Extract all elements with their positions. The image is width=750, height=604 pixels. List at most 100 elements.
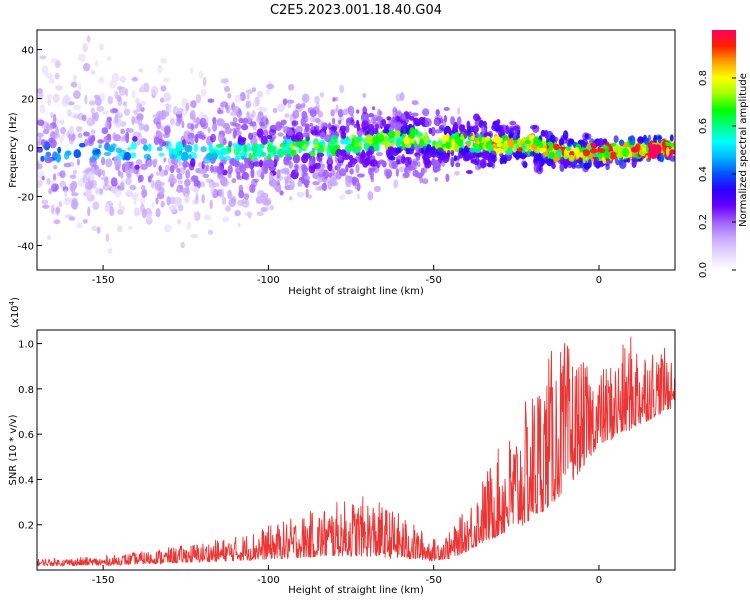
spectrogram-cell <box>221 196 227 206</box>
spectrogram-cell <box>292 109 300 119</box>
spectrogram-cell <box>68 138 74 145</box>
spectrogram-cell <box>368 112 375 118</box>
spectrogram-cell <box>125 190 133 198</box>
spectrogram-cell <box>410 128 419 135</box>
spectrogram-cell <box>583 162 591 170</box>
spectrogram-cell <box>320 132 326 138</box>
spectrogram-cell <box>83 62 91 72</box>
spectrogram-cell <box>207 98 215 103</box>
spectrogram-cell <box>535 153 542 160</box>
spectrogram-cell <box>208 143 213 153</box>
spectrogram-cell <box>155 197 159 205</box>
spectrogram-cell <box>442 121 447 129</box>
spectrogram-cell <box>175 121 181 127</box>
spectrogram-cell <box>508 131 513 139</box>
spectrogram-cell <box>88 100 96 106</box>
spectrogram-cell <box>55 85 64 91</box>
spectrogram-cell <box>447 150 451 156</box>
spectrogram-cell <box>83 131 90 137</box>
spectrogram-cell <box>169 177 178 185</box>
snr-y-tick-label: 0.4 <box>18 475 34 486</box>
spectrogram-cell <box>41 65 49 75</box>
spectrogram-cell <box>190 67 194 74</box>
spectrogram-cell <box>170 117 175 126</box>
spectrogram-cell <box>109 80 117 89</box>
spectrogram-cell <box>87 206 91 217</box>
spectrogram-cell <box>168 148 176 155</box>
spectrogram-cell <box>377 134 385 143</box>
spectrogram-cell <box>248 160 255 170</box>
spectrogram-y-label: Frequency (Hz) <box>8 112 19 188</box>
spectrogram-cell <box>222 216 230 223</box>
spectrogram-cell <box>266 83 275 90</box>
spectrogram-cell <box>251 143 259 153</box>
spectrogram-cell <box>302 132 310 138</box>
spectrogram-cell <box>260 207 268 212</box>
spectrogram-cell <box>356 193 361 200</box>
spectrogram-cell <box>563 160 569 169</box>
spectrogram-cell <box>568 154 575 161</box>
spectrogram-cell <box>415 155 421 161</box>
spectrogram-cell <box>62 94 71 104</box>
spectrogram-cell <box>288 129 294 137</box>
spectrogram-cell <box>85 189 93 199</box>
spectrogram-cell <box>220 78 229 84</box>
spectrogram-cell <box>163 92 171 103</box>
spectrogram-cell <box>377 108 382 119</box>
spectrogram-cell <box>77 132 83 139</box>
spectrogram-cell <box>330 126 338 132</box>
spectrogram-cell <box>207 126 211 133</box>
spectrogram-cell <box>538 166 542 172</box>
spectrogram-cell <box>277 148 285 158</box>
spectrogram-cell <box>606 153 611 158</box>
spectrogram-cell <box>158 187 165 194</box>
spectrogram-cell <box>466 142 470 148</box>
spectrogram-cell <box>276 169 281 179</box>
spectrogram-cell <box>200 181 205 188</box>
spectrogram-cell <box>590 142 597 150</box>
spectrogram-cell <box>411 143 415 150</box>
spectrogram-cell <box>202 76 207 87</box>
spectrogram-cell <box>443 129 448 135</box>
spectrogram-cell <box>403 136 411 145</box>
spectrogram-cell <box>71 198 78 207</box>
spectrogram-cell <box>138 174 144 183</box>
spectrogram-cell <box>362 93 367 98</box>
spectrogram-cell <box>428 127 433 134</box>
spectrogram-cell <box>408 133 416 139</box>
spectrogram-cell <box>544 129 549 139</box>
spectrogram-cell <box>400 156 407 164</box>
spectrogram-cell <box>37 132 44 138</box>
spectrogram-cell <box>431 150 436 158</box>
spectrogram-cell <box>160 85 167 92</box>
spectrogram-x-tick-label: -50 <box>426 275 442 286</box>
spectrogram-cell <box>185 169 191 179</box>
spectrogram-cell <box>358 141 363 147</box>
spectrogram-cell <box>210 133 217 143</box>
spectrogram-cell <box>260 192 269 199</box>
spectrogram-cell <box>459 124 464 134</box>
spectrogram-cell <box>367 124 375 131</box>
spectrogram-cell <box>434 167 441 172</box>
snr-panel: -150 -100 -50 0 0.2 0.4 0.6 0.8 1.0 Height of s… <box>8 297 676 596</box>
spectrogram-cell <box>75 126 83 133</box>
spectrogram-cell <box>244 212 253 217</box>
spectrogram-cell <box>136 139 141 146</box>
spectrogram-cell <box>176 167 181 174</box>
spectrogram-cell <box>159 97 165 103</box>
spectrogram-cell <box>176 173 183 180</box>
spectrogram-cell <box>500 129 505 137</box>
snr-x-tick-label: -50 <box>426 575 442 586</box>
spectrogram-cell <box>290 149 297 156</box>
spectrogram-cell <box>267 145 274 153</box>
spectrogram-cell <box>249 121 257 127</box>
spectrogram-cell <box>337 109 344 118</box>
spectrogram-cell <box>629 135 636 146</box>
spectrogram-cell <box>638 150 646 156</box>
spectrogram-cell <box>354 145 360 153</box>
spectrogram-cell <box>372 106 376 111</box>
spectrogram-cell <box>160 57 168 64</box>
spectrogram-cell <box>480 158 486 169</box>
